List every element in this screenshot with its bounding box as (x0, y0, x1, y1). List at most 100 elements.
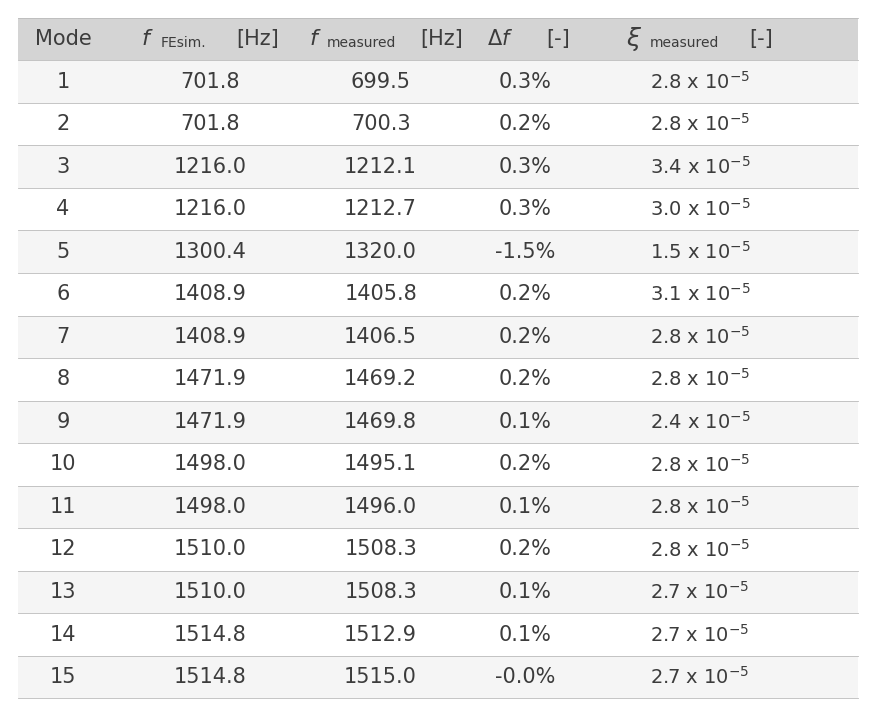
Text: [Hz]: [Hz] (421, 29, 463, 49)
Text: 699.5: 699.5 (351, 72, 410, 91)
Bar (18, 316, 858, 358)
Text: 2.8 x $10^{-5}$: 2.8 x $10^{-5}$ (650, 454, 750, 475)
Text: 1: 1 (56, 72, 70, 91)
Text: $\Delta f$: $\Delta f$ (487, 29, 514, 49)
Text: 1405.8: 1405.8 (344, 284, 417, 304)
Text: $f$: $f$ (141, 29, 153, 49)
Text: 1515.0: 1515.0 (344, 667, 417, 687)
Text: -1.5%: -1.5% (495, 242, 556, 262)
Text: 1510.0: 1510.0 (173, 540, 247, 559)
Text: 5: 5 (56, 242, 70, 262)
Text: 12: 12 (50, 540, 76, 559)
Text: 1471.9: 1471.9 (173, 412, 247, 432)
Text: 0.2%: 0.2% (499, 114, 551, 134)
Text: 1300.4: 1300.4 (173, 242, 247, 262)
Text: measured: measured (649, 36, 719, 50)
Text: 3.0 x $10^{-5}$: 3.0 x $10^{-5}$ (649, 199, 751, 220)
Text: 0.1%: 0.1% (499, 625, 551, 644)
Text: 9: 9 (56, 412, 70, 432)
Text: 0.1%: 0.1% (499, 412, 551, 432)
Bar (18, 145, 858, 188)
Text: 2.7 x $10^{-5}$: 2.7 x $10^{-5}$ (650, 581, 750, 603)
Text: 8: 8 (56, 369, 70, 389)
Text: 701.8: 701.8 (180, 72, 240, 91)
Bar (18, 613, 858, 656)
Text: 1498.0: 1498.0 (173, 497, 247, 517)
Text: 1496.0: 1496.0 (344, 497, 417, 517)
Text: 3.1 x $10^{-5}$: 3.1 x $10^{-5}$ (649, 284, 751, 305)
Text: 2.7 x $10^{-5}$: 2.7 x $10^{-5}$ (650, 624, 750, 645)
Text: 700.3: 700.3 (351, 114, 410, 134)
Text: $\xi$: $\xi$ (626, 25, 642, 53)
Bar (18, 486, 858, 528)
Text: -0.0%: -0.0% (495, 667, 556, 687)
Text: 701.8: 701.8 (180, 114, 240, 134)
Text: 0.2%: 0.2% (499, 284, 551, 304)
Text: 0.3%: 0.3% (499, 157, 551, 177)
Bar (18, 18, 858, 60)
Text: 2.8 x $10^{-5}$: 2.8 x $10^{-5}$ (650, 496, 750, 518)
Text: [Hz]: [Hz] (237, 29, 279, 49)
Text: 2.8 x $10^{-5}$: 2.8 x $10^{-5}$ (650, 113, 750, 135)
Text: 2.8 x $10^{-5}$: 2.8 x $10^{-5}$ (650, 71, 750, 92)
Text: 1514.8: 1514.8 (173, 667, 247, 687)
Text: 2.8 x $10^{-5}$: 2.8 x $10^{-5}$ (650, 326, 750, 347)
Text: 2.7 x $10^{-5}$: 2.7 x $10^{-5}$ (650, 666, 750, 688)
Text: 15: 15 (50, 667, 76, 687)
Text: 1508.3: 1508.3 (344, 540, 417, 559)
Text: 1212.7: 1212.7 (344, 199, 417, 219)
Text: 6: 6 (56, 284, 70, 304)
Text: 1.5 x $10^{-5}$: 1.5 x $10^{-5}$ (649, 241, 751, 262)
Text: 0.2%: 0.2% (499, 540, 551, 559)
Text: 7: 7 (56, 327, 70, 347)
Text: 0.3%: 0.3% (499, 199, 551, 219)
Text: measured: measured (326, 36, 396, 50)
Text: 4: 4 (56, 199, 70, 219)
Text: 1469.2: 1469.2 (344, 369, 417, 389)
Text: 0.1%: 0.1% (499, 582, 551, 602)
Bar (18, 230, 858, 273)
Bar (18, 656, 858, 698)
Text: 1514.8: 1514.8 (173, 625, 247, 644)
Text: 1216.0: 1216.0 (173, 157, 247, 177)
Text: 1212.1: 1212.1 (344, 157, 417, 177)
Text: $f$: $f$ (309, 29, 321, 49)
Text: 1495.1: 1495.1 (344, 454, 417, 474)
Text: 13: 13 (50, 582, 76, 602)
Text: 1508.3: 1508.3 (344, 582, 417, 602)
Bar (18, 188, 858, 230)
Bar (18, 528, 858, 571)
Bar (18, 273, 858, 316)
Text: [-]: [-] (546, 29, 570, 49)
Text: 1469.8: 1469.8 (344, 412, 417, 432)
Text: 3: 3 (56, 157, 70, 177)
Text: 1408.9: 1408.9 (173, 327, 247, 347)
Text: 10: 10 (50, 454, 76, 474)
Text: 1471.9: 1471.9 (173, 369, 247, 389)
Text: 1512.9: 1512.9 (344, 625, 417, 644)
Text: 1216.0: 1216.0 (173, 199, 247, 219)
Bar (18, 358, 858, 401)
Bar (18, 401, 858, 443)
Text: FEsim.: FEsim. (161, 36, 206, 50)
Text: 1406.5: 1406.5 (344, 327, 417, 347)
Text: 0.3%: 0.3% (499, 72, 551, 91)
Bar (18, 103, 858, 145)
Text: 0.1%: 0.1% (499, 497, 551, 517)
Text: 11: 11 (50, 497, 76, 517)
Text: 1498.0: 1498.0 (173, 454, 247, 474)
Text: 1408.9: 1408.9 (173, 284, 247, 304)
Text: 0.2%: 0.2% (499, 369, 551, 389)
Text: 2: 2 (56, 114, 70, 134)
Text: [-]: [-] (749, 29, 774, 49)
Text: 2.4 x $10^{-5}$: 2.4 x $10^{-5}$ (649, 411, 751, 432)
Text: 0.2%: 0.2% (499, 454, 551, 474)
Text: 14: 14 (50, 625, 76, 644)
Text: 3.4 x $10^{-5}$: 3.4 x $10^{-5}$ (649, 156, 751, 177)
Bar (18, 571, 858, 613)
Text: 0.2%: 0.2% (499, 327, 551, 347)
Bar (18, 60, 858, 103)
Text: 2.8 x $10^{-5}$: 2.8 x $10^{-5}$ (650, 369, 750, 390)
Text: 2.8 x $10^{-5}$: 2.8 x $10^{-5}$ (650, 539, 750, 560)
Text: 1510.0: 1510.0 (173, 582, 247, 602)
